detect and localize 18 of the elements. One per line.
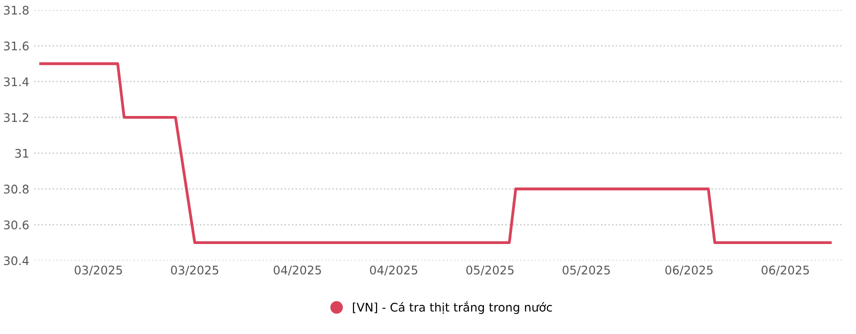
x-tick-label: 04/2025 <box>370 266 418 276</box>
x-tick-label: 05/2025 <box>466 266 514 276</box>
y-tick-label: 31 <box>15 148 28 158</box>
x-tick-label: 06/2025 <box>762 266 809 276</box>
x-tick-label: 05/2025 <box>562 266 610 276</box>
x-tick-label: 04/2025 <box>274 266 321 276</box>
y-tick-label: 31.2 <box>4 113 28 122</box>
y-tick-label: 31.8 <box>4 6 29 15</box>
x-tick-label: 03/2025 <box>74 266 122 276</box>
x-tick-label: 03/2025 <box>170 266 218 276</box>
y-tick-label: 30.4 <box>4 256 29 266</box>
x-tick-label: 06/2025 <box>665 266 713 276</box>
legend-label: [VN] - Cá tra thịt trắng trong nước <box>352 301 552 314</box>
y-tick-label: 30.6 <box>4 220 29 230</box>
y-tick-label: 31.4 <box>4 77 29 86</box>
line-series <box>39 62 832 244</box>
y-tick-label: 31.6 <box>4 42 29 50</box>
y-tick-label: 30.8 <box>4 184 29 194</box>
